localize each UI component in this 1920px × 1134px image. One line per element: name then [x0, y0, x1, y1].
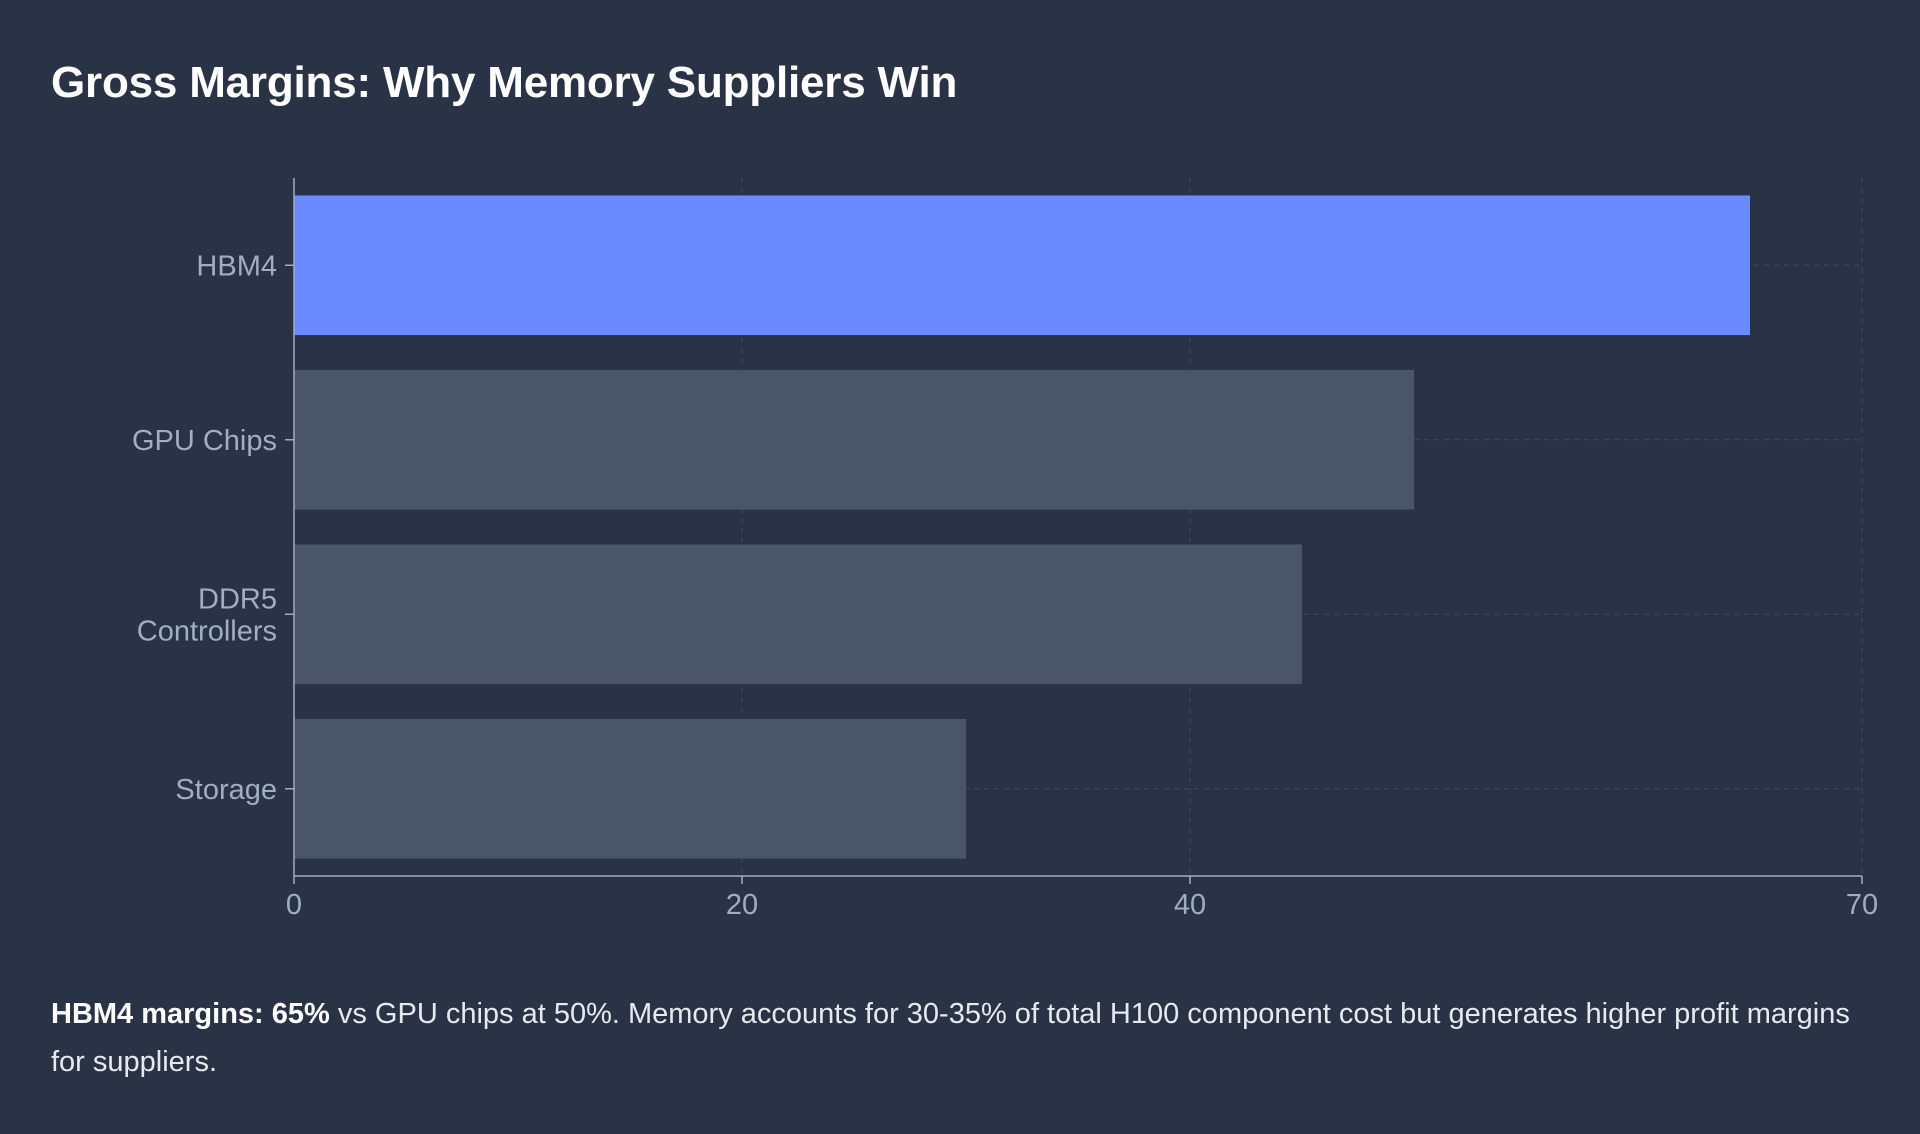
y-tick-label: GPU Chips [132, 425, 277, 457]
y-tick-label: DDR5 Controllers [137, 583, 277, 647]
x-tick-label: 20 [726, 889, 758, 921]
x-tick-label: 0 [286, 889, 302, 921]
bar-ddr5-controllers [294, 544, 1302, 685]
bar-hbm4 [294, 195, 1750, 336]
y-tick-label: Storage [175, 774, 277, 806]
bar-storage [294, 718, 966, 859]
tick-labels: 0 20 40 70 HBM4 GPU Chips DDR5 Controllers Stora… [132, 250, 1878, 921]
caption-text: vs GPU chips at 50%. Memory accounts for… [51, 998, 1850, 1078]
bars [294, 195, 1750, 859]
axes [285, 178, 1863, 884]
caption-highlight: HBM4 margins: 65% [51, 998, 330, 1030]
chart-title: Gross Margins: Why Memory Suppliers Win [51, 58, 958, 107]
chart-caption: HBM4 margins: 65% vs GPU chips at 50%. M… [51, 990, 1881, 1086]
x-tick-label: 40 [1174, 889, 1206, 921]
x-tick-label: 70 [1846, 889, 1878, 921]
bar-chart: 0 20 40 70 HBM4 GPU Chips DDR5 Controllers Stora… [132, 178, 1878, 921]
y-tick-label: HBM4 [196, 250, 277, 282]
bar-gpu-chips [294, 369, 1414, 510]
